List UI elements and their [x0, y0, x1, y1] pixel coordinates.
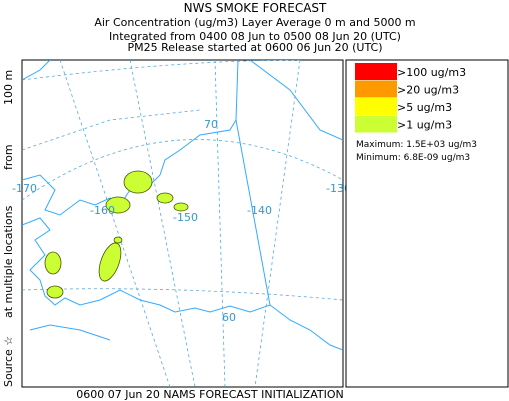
maximum: Maximum: 1.5E+03 ug/m3: [356, 140, 477, 150]
graticule-label: -160: [90, 204, 115, 217]
map: 70 -170 -160 -150 -140 -130 60: [12, 59, 351, 388]
legend-label: >20 ug/m3: [397, 84, 459, 97]
graticule: [22, 139, 343, 201]
graticule-label: 70: [204, 118, 218, 131]
border: [235, 60, 239, 121]
graticule-label: -170: [12, 182, 37, 195]
graticule-label: -140: [247, 204, 272, 217]
coastline: [22, 118, 271, 313]
legend-swatch: [355, 80, 397, 98]
legend-swatch: [355, 115, 397, 133]
legend-label: >100 ug/m3: [397, 66, 466, 79]
legend-label: >1 ug/m3: [397, 119, 452, 132]
graticule: [22, 109, 201, 151]
coastline: [22, 60, 51, 81]
smoke-plume: [173, 202, 189, 212]
graticule: [254, 60, 301, 387]
minimum: Minimum: 6.8E-09 ug/m3: [356, 153, 470, 163]
title: NWS SMOKE FORECAST: [184, 1, 327, 15]
smoke-plume: [105, 196, 131, 214]
side-label: Source ☆ at multiple locations from 100 …: [2, 70, 15, 387]
side-label-part: from: [2, 144, 15, 170]
side-label-part: Source ☆: [2, 336, 15, 387]
graticule-label: -130: [326, 182, 351, 195]
footer: 0600 07 Jun 20 NAMS FORECAST INITIALIZAT…: [76, 388, 344, 401]
coastline: [269, 304, 343, 351]
subtitle: Integrated from 0400 08 Jun to 0500 08 J…: [109, 30, 401, 43]
legend-swatch: [355, 63, 397, 80]
side-label-part: at multiple locations: [2, 205, 15, 318]
graticule: [22, 60, 301, 81]
graticule-label: 60: [222, 311, 236, 324]
coastline: [249, 60, 343, 141]
legend: Maximum: 1.5E+03 ug/m3 Minimum: 6.8E-09 …: [345, 59, 509, 388]
graticule-label: -150: [173, 211, 198, 224]
coastline: [29, 324, 111, 341]
smoke-plume: [113, 236, 123, 244]
subtitle: Air Concentration (ug/m3) Layer Average …: [94, 16, 415, 29]
smoke-plume: [44, 251, 62, 275]
graticule: [214, 60, 226, 387]
smoke-plume: [156, 192, 174, 204]
legend-swatch: [355, 98, 397, 115]
legend-label: >5 ug/m3: [397, 101, 452, 114]
map-frame: [21, 59, 344, 388]
subtitle: PM25 Release started at 0600 06 Jun 20 (…: [127, 41, 382, 54]
smoke-plume: [46, 285, 64, 299]
smoke-plume: [123, 170, 153, 194]
graticule: [129, 60, 196, 387]
side-label-part: 100 m: [2, 70, 15, 105]
